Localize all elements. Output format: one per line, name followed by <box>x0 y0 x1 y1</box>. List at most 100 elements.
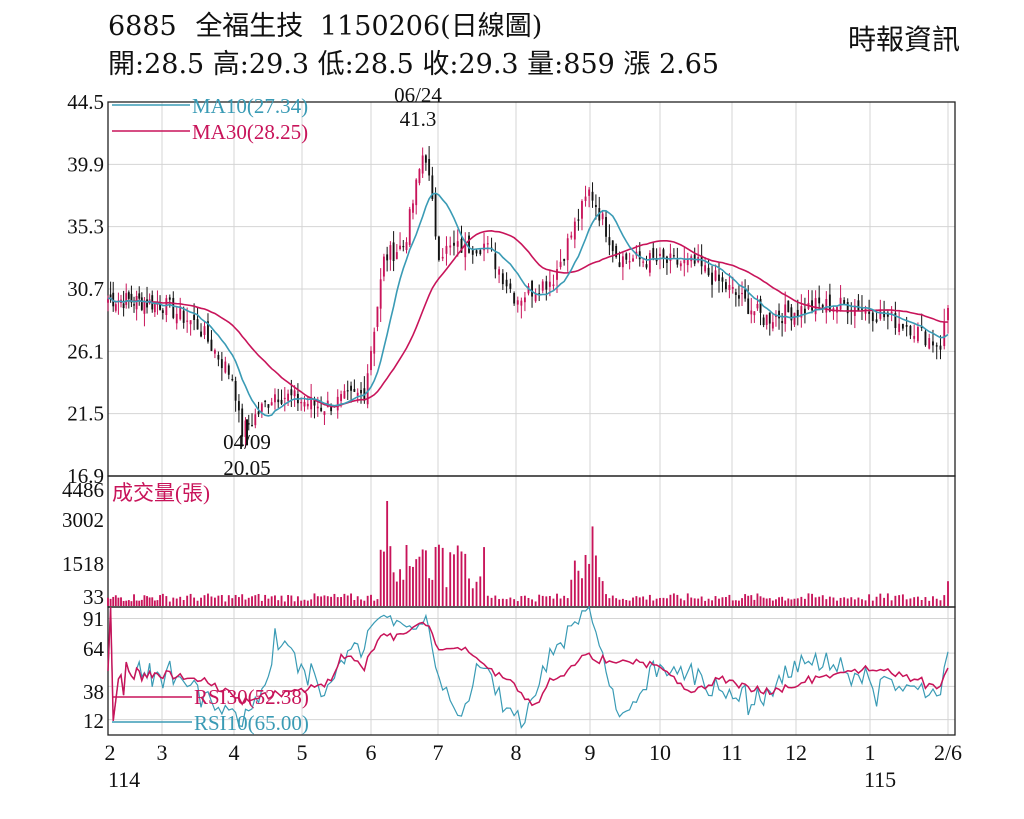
volume-bar <box>744 594 747 606</box>
month-tick-label: 5 <box>297 740 308 765</box>
candle-body <box>520 300 523 306</box>
volume-bar <box>370 594 372 606</box>
candle-body <box>471 249 474 255</box>
volume-bar <box>161 593 164 606</box>
volume-bar <box>122 600 125 606</box>
candle-body <box>738 295 740 299</box>
candle-body <box>402 245 405 248</box>
volume-bar <box>883 597 886 606</box>
volume-bar <box>441 547 444 606</box>
volume-bar <box>836 600 838 606</box>
candle-body <box>707 267 710 276</box>
volume-bar <box>552 598 555 606</box>
volume-bar <box>638 597 641 606</box>
volume-bar <box>753 599 756 606</box>
volume-bar <box>373 600 376 606</box>
volume-bar <box>153 600 156 606</box>
candle-body <box>800 306 803 318</box>
volume-bar <box>839 597 842 606</box>
volume-bar <box>690 597 693 606</box>
candle-body <box>905 325 908 327</box>
volume-bar <box>412 566 414 606</box>
candle-body <box>939 345 942 350</box>
candle-body <box>645 264 648 268</box>
price-tick-label: 16.9 <box>67 464 104 488</box>
candle-body <box>399 245 401 249</box>
candle-body <box>140 297 143 310</box>
candle-body <box>545 281 548 290</box>
candle-body <box>588 189 591 196</box>
candle-body <box>594 204 597 208</box>
volume-bar <box>853 599 856 606</box>
volume-bar <box>784 600 787 606</box>
price-tick-label: 35.3 <box>67 215 104 239</box>
volume-bar <box>697 598 700 606</box>
candle-body <box>932 341 934 346</box>
volume-bar <box>287 595 290 606</box>
candle-body <box>676 259 679 265</box>
candle-body <box>237 401 240 411</box>
price-tick-label: 30.7 <box>67 277 104 301</box>
candle-body <box>373 331 376 354</box>
candle-body <box>836 306 838 313</box>
candle-body <box>814 298 817 315</box>
candle-body <box>570 235 573 238</box>
candle-body <box>274 394 276 403</box>
volume-bar <box>721 597 724 606</box>
volume-bar <box>728 594 731 606</box>
volume-bar <box>796 598 799 606</box>
volume-bar <box>573 560 576 606</box>
volume-bar <box>724 596 727 606</box>
volume-bar <box>196 600 199 606</box>
volume-bar <box>296 596 299 606</box>
volume-bar <box>577 570 580 606</box>
volume-bar <box>516 601 519 606</box>
candle-body <box>421 155 424 174</box>
volume-bar <box>210 596 213 606</box>
price-tick-label: 44.5 <box>67 90 104 114</box>
volume-bar <box>431 579 434 606</box>
candle-body <box>721 277 724 282</box>
candle-body <box>666 256 668 263</box>
month-tick-label: 2/6 <box>934 740 962 765</box>
candle-body <box>356 392 359 396</box>
volume-bar <box>468 578 470 606</box>
volume-bar <box>264 594 267 606</box>
candle-body <box>846 302 849 314</box>
volume-bar <box>787 598 790 606</box>
volume-bar <box>125 600 128 606</box>
volume-bar <box>107 597 109 606</box>
volume-bar <box>306 600 309 606</box>
volume-bar <box>438 544 440 606</box>
candle-body <box>231 378 234 381</box>
low-annotation-date: 04/09 <box>223 430 271 454</box>
candle-body <box>112 292 115 307</box>
candle-body <box>320 407 323 411</box>
data-source: 時報資訊 <box>847 23 960 56</box>
volume-bar <box>135 600 138 606</box>
volume-bar <box>545 596 548 606</box>
candle-body <box>548 281 551 287</box>
rsi-tick-label: 91 <box>83 607 104 631</box>
candle-body <box>479 250 482 255</box>
candle-body <box>556 269 558 280</box>
volume-bar <box>333 593 336 606</box>
candle-body <box>581 201 583 219</box>
rsi30-legend: RSI30(52.38) <box>194 685 309 709</box>
volume-panel <box>107 475 956 608</box>
candle-body <box>498 269 501 275</box>
volume-bar <box>771 600 774 606</box>
candle-body <box>652 248 655 258</box>
candle-body <box>360 389 362 394</box>
candle-body <box>747 298 750 314</box>
candle-body <box>898 323 901 332</box>
candle-body <box>161 310 164 313</box>
candle-body <box>431 175 434 199</box>
candle-body <box>608 237 611 246</box>
candle-body <box>628 261 631 263</box>
candle-body <box>389 245 392 260</box>
volume-bar <box>759 596 762 606</box>
volume-bar <box>213 597 216 606</box>
volume-bar <box>741 598 743 606</box>
candle-body <box>254 414 257 426</box>
